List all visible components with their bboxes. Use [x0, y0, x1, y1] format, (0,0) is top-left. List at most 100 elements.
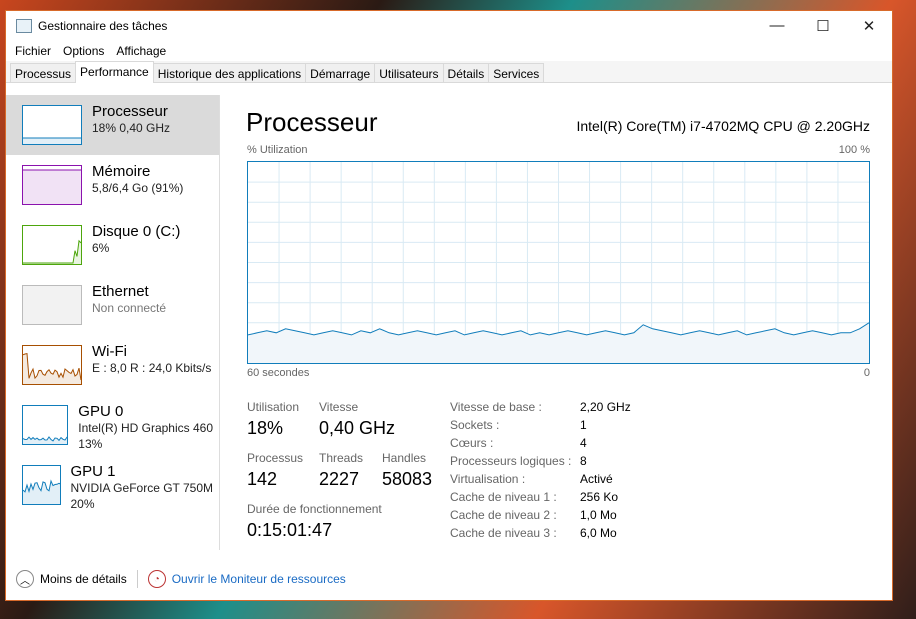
- spec-row: Cache de niveau 2 : 1,0 Mo: [450, 508, 631, 526]
- menu-fichier[interactable]: Fichier: [15, 44, 51, 58]
- resource-sidebar: Processeur 18% 0,40 GHz Mémoire 5,8/6,4 …: [6, 95, 220, 550]
- stat-label: Vitesse: [319, 400, 395, 414]
- sidebar-item-wi-fi[interactable]: Wi-Fi E : 8,0 R : 24,0 Kbits/s: [6, 335, 219, 395]
- spec-value: 1,0 Mo: [580, 508, 617, 526]
- sidebar-item-status: 6%: [92, 241, 180, 256]
- stat-value: 2227: [319, 469, 363, 490]
- sidebar-item-status: Non connecté: [92, 301, 166, 316]
- spec-value: 8: [580, 454, 587, 472]
- spec-value: 256 Ko: [580, 490, 618, 508]
- x-axis-left: 60 secondes: [247, 367, 309, 379]
- open-resource-monitor-link[interactable]: Ouvrir le Moniteur de ressources: [172, 572, 346, 586]
- sidebar-item-usage: 20%: [71, 497, 214, 512]
- stat-label: Threads: [319, 451, 363, 465]
- tab-historique-des-applications[interactable]: Historique des applications: [153, 63, 306, 82]
- stat-label: Utilisation: [247, 400, 299, 414]
- tab-services[interactable]: Services: [488, 63, 544, 82]
- sidebar-item-name: Ethernet: [92, 283, 166, 300]
- menu-bar: Fichier Options Affichage: [6, 41, 892, 61]
- task-manager-window: Gestionnaire des tâches — ☐ ✕ Fichier Op…: [5, 10, 893, 601]
- stat-threads: Threads 2227: [319, 451, 363, 490]
- stat-processus: Processus 142: [247, 451, 303, 490]
- sidebar-item-ethernet[interactable]: Ethernet Non connecté: [6, 275, 219, 335]
- sidebar-item-name: Wi-Fi: [92, 343, 211, 360]
- spec-label: Cache de niveau 3 :: [450, 526, 580, 544]
- spec-row: Cache de niveau 3 :6,0 Mo: [450, 526, 631, 544]
- sidebar-item-processeur[interactable]: Processeur 18% 0,40 GHz: [6, 95, 219, 155]
- window-title: Gestionnaire des tâches: [38, 19, 167, 33]
- sidebar-item-disque[interactable]: Disque 0 (C:) 6%: [6, 215, 219, 275]
- spec-row: Vitesse de base : 2,20 GHz: [450, 400, 631, 418]
- sidebar-item-status: Intel(R) HD Graphics 460: [78, 421, 213, 436]
- spec-value: 1: [580, 418, 587, 436]
- tab-performance[interactable]: Performance: [75, 61, 154, 83]
- stat-utilisation: Utilisation 18%: [247, 400, 299, 439]
- stat-value: 58083: [382, 469, 432, 490]
- tab-utilisateurs[interactable]: Utilisateurs: [374, 63, 443, 82]
- spec-label: Cœurs :: [450, 436, 580, 454]
- menu-affichage[interactable]: Affichage: [116, 44, 166, 58]
- title-bar: Gestionnaire des tâches — ☐ ✕: [6, 11, 892, 41]
- sidebar-item-gpu[interactable]: GPU 1 NVIDIA GeForce GT 750M 20%: [6, 455, 219, 515]
- resource-monitor-icon: ◔: [148, 570, 166, 588]
- minimize-button[interactable]: —: [754, 17, 800, 35]
- stat-durée: Durée de fonctionnement 0:15:01:47: [247, 502, 382, 541]
- sidebar-item-name: GPU 1: [71, 463, 214, 480]
- stat-label: Handles: [382, 451, 432, 465]
- spec-label: Processeurs logiques :: [450, 454, 580, 472]
- sidebar-item-gpu[interactable]: GPU 0 Intel(R) HD Graphics 460 13%: [6, 395, 219, 455]
- spec-value: 6,0 Mo: [580, 526, 617, 544]
- spec-value: Activé: [580, 472, 613, 490]
- spec-row: Sockets : 1: [450, 418, 631, 436]
- cpu-utilization-graph: [247, 161, 870, 364]
- sidebar-item-status: NVIDIA GeForce GT 750M: [71, 481, 214, 496]
- stat-vitesse: Vitesse 0,40 GHz: [319, 400, 395, 439]
- cpu-model: Intel(R) Core(TM) i7-4702MQ CPU @ 2.20GH…: [576, 118, 870, 134]
- sparkline-thumbnail: [22, 285, 82, 325]
- spec-row: Cache de niveau 1 : 256 Ko: [450, 490, 631, 508]
- stat-value: 18%: [247, 418, 299, 439]
- stat-value: 142: [247, 469, 303, 490]
- close-button[interactable]: ✕: [846, 17, 892, 35]
- spec-label: Sockets :: [450, 418, 580, 436]
- spec-value: 4: [580, 436, 587, 454]
- sidebar-item-status: 18% 0,40 GHz: [92, 121, 170, 136]
- y-axis-max: 100 %: [839, 144, 870, 156]
- tab-détails[interactable]: Détails: [443, 63, 490, 82]
- spec-row: Cœurs : 4: [450, 436, 631, 454]
- sparkline-thumbnail: [22, 465, 61, 505]
- sparkline-thumbnail: [22, 225, 82, 265]
- page-title: Processeur: [246, 107, 378, 138]
- stat-label: Durée de fonctionnement: [247, 502, 382, 516]
- fewer-details-button[interactable]: Moins de détails: [40, 572, 127, 586]
- spec-label: Virtualisation :: [450, 472, 580, 490]
- spec-row: Virtualisation : Activé: [450, 472, 631, 490]
- sidebar-item-status: 5,8/6,4 Go (91%): [92, 181, 183, 196]
- sidebar-item-name: Mémoire: [92, 163, 183, 180]
- chevron-up-icon[interactable]: ︿: [16, 570, 34, 588]
- sidebar-item-usage: 13%: [78, 437, 213, 452]
- spec-label: Cache de niveau 1 :: [450, 490, 580, 508]
- sparkline-thumbnail: [22, 405, 68, 445]
- spec-row: Processeurs logiques : 8: [450, 454, 631, 472]
- sidebar-item-status: E : 8,0 R : 24,0 Kbits/s: [92, 361, 211, 376]
- sidebar-item-memoire[interactable]: Mémoire 5,8/6,4 Go (91%): [6, 155, 219, 215]
- sparkline-thumbnail: [22, 345, 82, 385]
- maximize-button[interactable]: ☐: [800, 17, 846, 35]
- tab-démarrage[interactable]: Démarrage: [305, 63, 375, 82]
- spec-value: 2,20 GHz: [580, 400, 631, 418]
- spec-label: Cache de niveau 2 :: [450, 508, 580, 526]
- cpu-specs: Vitesse de base : 2,20 GHz Sockets : 1 Cœurs…: [450, 400, 631, 544]
- menu-options[interactable]: Options: [63, 44, 104, 58]
- task-manager-icon: [16, 19, 32, 33]
- footer: ︿ Moins de détails ◔ Ouvrir le Moniteur …: [6, 564, 346, 594]
- spec-label: Vitesse de base :: [450, 400, 580, 418]
- stat-value: 0,40 GHz: [319, 418, 395, 439]
- sidebar-item-name: Disque 0 (C:): [92, 223, 180, 240]
- stat-handles: Handles 58083: [382, 451, 432, 490]
- sparkline-thumbnail: [22, 105, 82, 145]
- sidebar-item-name: GPU 0: [78, 403, 213, 420]
- x-axis-right: 0: [864, 367, 870, 379]
- sidebar-item-name: Processeur: [92, 103, 170, 120]
- tab-processus[interactable]: Processus: [10, 63, 76, 82]
